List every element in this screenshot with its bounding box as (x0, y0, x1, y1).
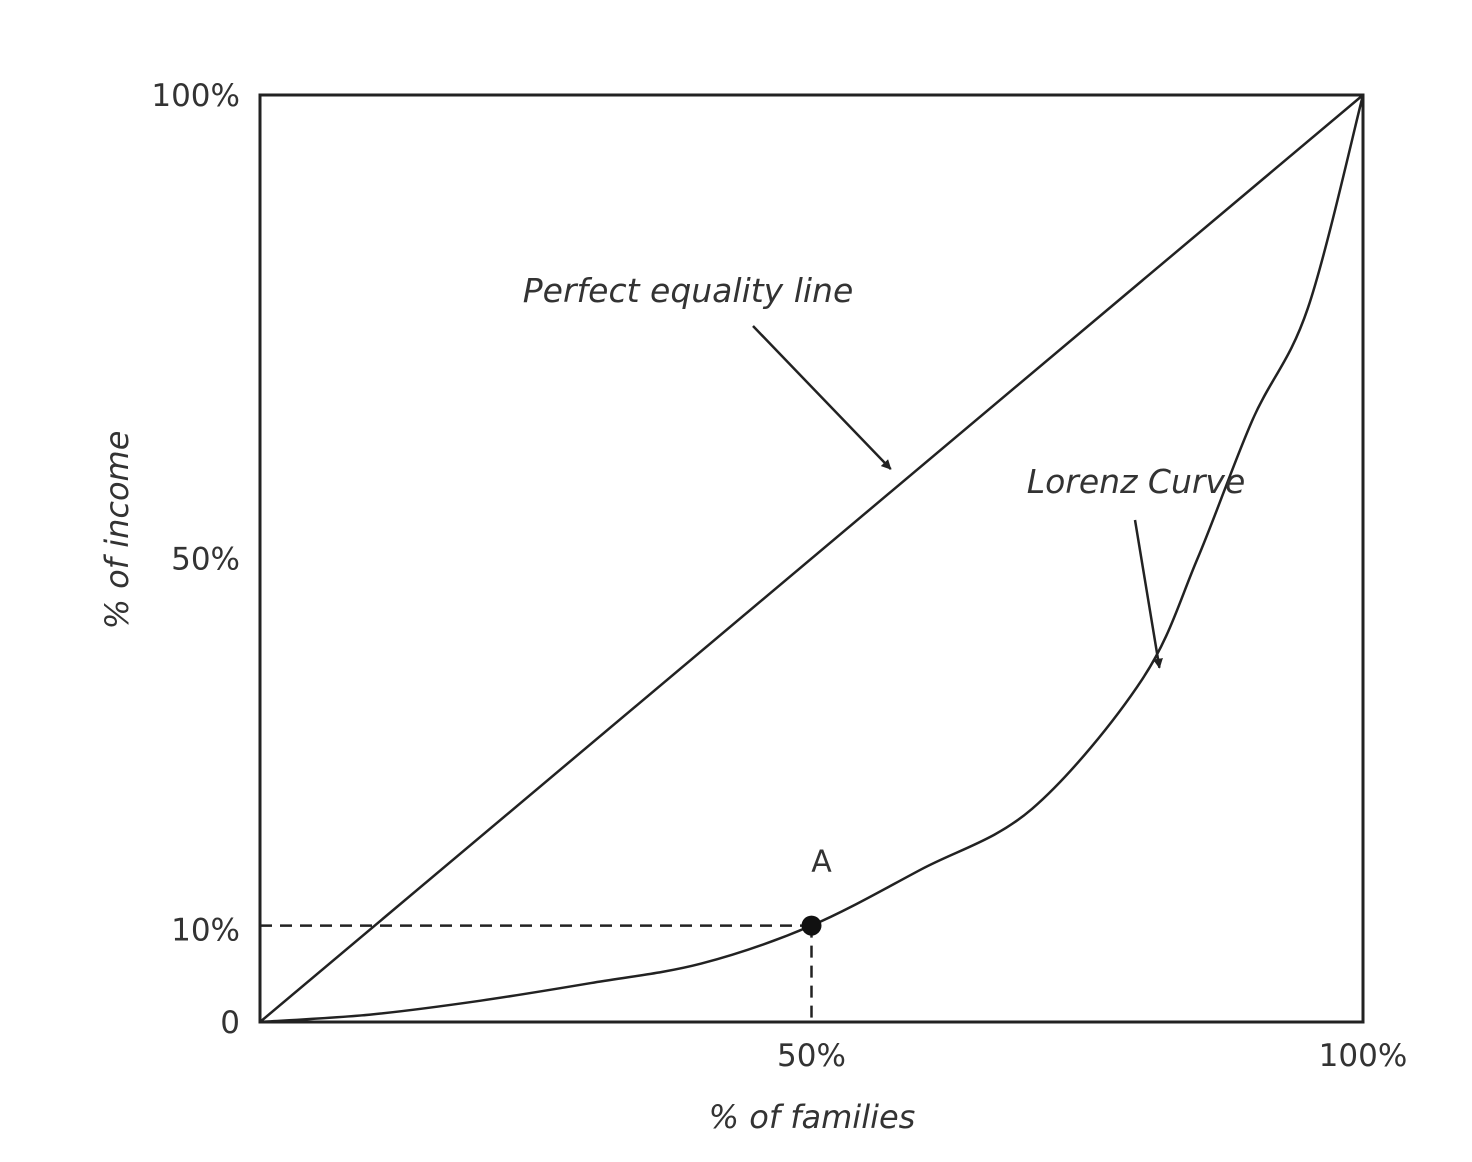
tick-labels: 50% 100% 0 10% 50% 100% (151, 78, 1407, 1074)
y-tick-label: 0 (220, 1005, 240, 1041)
guide-lines (260, 924, 813, 1022)
plot-frame (258, 93, 1365, 1024)
perfect-equality-line (259, 94, 1364, 1023)
point-a-label: A (811, 845, 832, 880)
lorenz-curve-line (259, 94, 1365, 1024)
y-axis-label: % of income (98, 431, 136, 630)
perfect-equality-annotation: Perfect equality line (523, 271, 854, 310)
y-tick-label: 10% (171, 912, 240, 948)
annotations: Perfect equality line Lorenz Curve (523, 271, 1246, 669)
x-tick-label: 50% (777, 1038, 846, 1074)
point-a-marker (801, 915, 822, 936)
perfect-equality-arrow (752, 325, 892, 470)
y-tick-label: 100% (151, 78, 240, 114)
x-tick-label: 100% (1319, 1038, 1408, 1074)
lorenz-curve-arrow (1133, 519, 1163, 669)
series-layer: A (259, 94, 1365, 1024)
x-axis-label: % of families (709, 1098, 916, 1136)
lorenz-curve-annotation: Lorenz Curve (1027, 462, 1246, 501)
y-tick-label: 50% (171, 542, 240, 578)
